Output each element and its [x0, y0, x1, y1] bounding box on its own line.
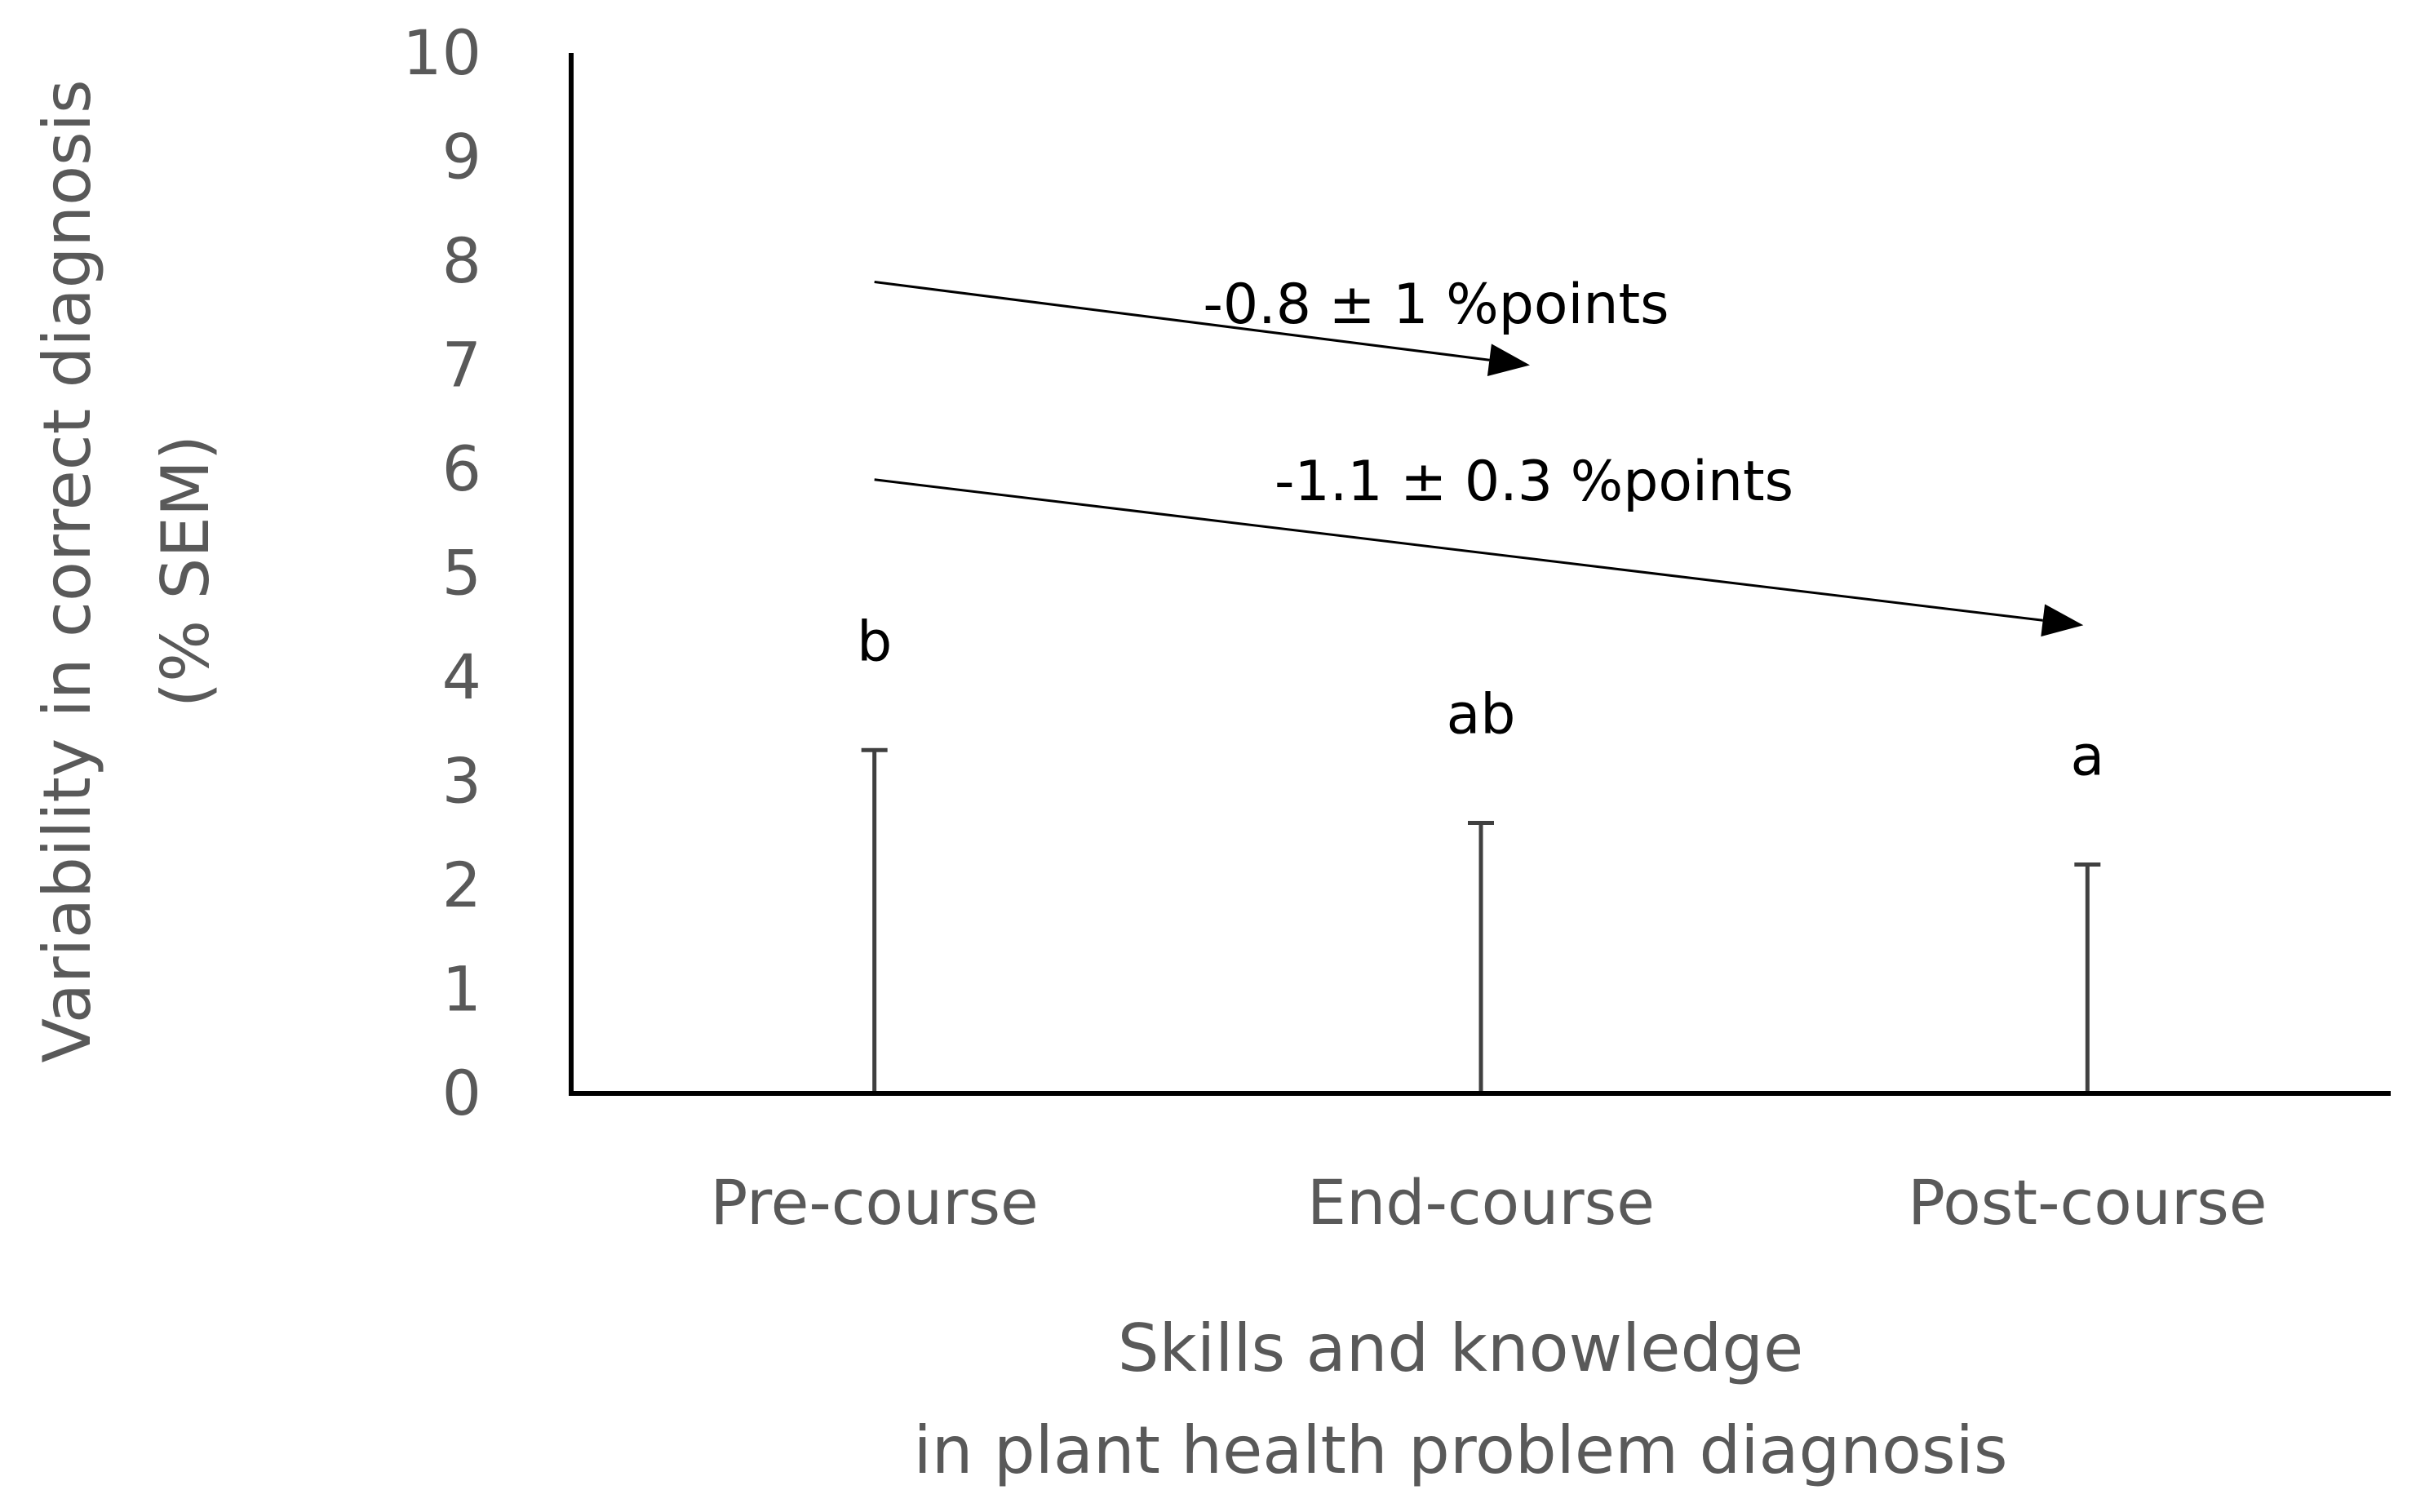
- significance-letter: a: [2070, 725, 2104, 789]
- significance-letter: ab: [1447, 683, 1516, 747]
- x-axis-title-line-2: in plant health problem diagnosis: [913, 1412, 2007, 1488]
- trend-annotation-label: -0.8 ± 1 %points: [1203, 273, 1669, 337]
- y-tick-label: 8: [442, 224, 481, 297]
- y-tick-label: 3: [442, 745, 481, 818]
- y-tick-label: 2: [442, 849, 481, 921]
- y-tick-label: 5: [442, 537, 481, 610]
- y-tick-label: 0: [442, 1057, 481, 1129]
- trend-arrow-line: [874, 478, 2043, 622]
- x-tick-label: End-course: [1307, 1166, 1655, 1239]
- y-tick-label: 9: [442, 121, 481, 193]
- y-tick-label: 4: [442, 641, 481, 713]
- y-tick-label: 7: [442, 329, 481, 401]
- y-axis-title-line-1: Variability in correct diagnosis: [29, 79, 105, 1062]
- x-axis-title-line-1: Skills and knowledge: [1118, 1310, 1803, 1386]
- trend-arrow-head: [1487, 344, 1530, 377]
- y-tick-labels: 0 1 2 3 4 5 6 7 8 9 10: [402, 16, 481, 1129]
- x-tick-label: Post-course: [1908, 1166, 2267, 1239]
- y-axis-title-line-2: (% SEM): [148, 435, 224, 707]
- y-tick-label: 10: [402, 16, 481, 89]
- y-tick-label: 1: [442, 953, 481, 1026]
- trend-arrow-line: [874, 281, 1490, 361]
- y-tick-label: 6: [442, 432, 481, 505]
- x-tick-labels: Pre-course End-course Post-course: [711, 1166, 2267, 1239]
- x-tick-label: Pre-course: [711, 1166, 1039, 1239]
- trend-annotations: -0.8 ± 1 %points -1.1 ± 0.3 %points: [874, 273, 2084, 637]
- trend-arrow-head: [2041, 604, 2084, 637]
- significance-labels: b ab a: [857, 610, 2104, 788]
- error-bars: [861, 747, 2101, 1093]
- significance-letter: b: [857, 610, 892, 674]
- trend-annotation-label: -1.1 ± 0.3 %points: [1274, 450, 1793, 514]
